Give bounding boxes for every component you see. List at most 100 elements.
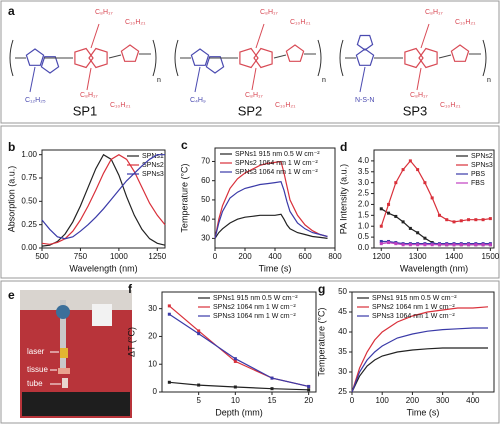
legend-label: SPNs2 1064 nm 1 W cm⁻²: [213, 304, 296, 311]
bracket: [174, 39, 179, 77]
legend-label: SPNs2: [471, 153, 493, 160]
marker: [467, 243, 471, 247]
x-tick-label: 750: [74, 252, 88, 261]
legend-label: SPNs1 915 nm 0.5 W cm⁻²: [213, 295, 298, 302]
x-tick-label: 20: [304, 396, 313, 405]
marker: [167, 304, 171, 308]
chain: [90, 23, 100, 49]
panel-frame: [0, 125, 500, 279]
marker: [167, 380, 171, 384]
y-tick-label: 1.00: [21, 150, 37, 159]
x-tick-label: 1200: [372, 252, 390, 261]
y-tick-label: 1.0: [358, 221, 370, 230]
marker: [437, 213, 441, 217]
substituent: C₁₀H₂₁: [290, 19, 311, 26]
chain: [255, 23, 265, 49]
legend-label: FBS: [471, 180, 485, 187]
plot-frame: [41, 149, 166, 249]
substituent: C₁₀H₂₁: [455, 19, 476, 26]
legend-label: SPNs2 1064 nm 1 W cm⁻²: [235, 160, 318, 167]
y-tick-label: 4.0: [358, 156, 370, 165]
photo-top: [20, 290, 132, 310]
marker: [307, 384, 311, 388]
y-axis-label: Absorption (a.u.): [6, 166, 16, 233]
marker: [394, 181, 398, 185]
legend-label: SPNs2: [142, 162, 164, 169]
y-tick-label: 60: [201, 176, 210, 185]
marker: [394, 242, 398, 246]
bond: [438, 54, 452, 59]
y-tick-label: 0.00: [21, 243, 37, 252]
marker: [430, 196, 434, 200]
y-tick-label: 0.25: [21, 220, 37, 229]
x-tick-label: 1000: [110, 252, 128, 261]
y-tick-label: 0.75: [21, 173, 37, 182]
y-tick-label: 50: [338, 287, 347, 296]
repeat-label: n: [322, 77, 326, 84]
y-tick-label: 40: [338, 327, 347, 336]
series-line: [380, 208, 491, 246]
substituent: C₈H₁₇: [410, 92, 428, 99]
marker: [307, 388, 311, 392]
marker: [481, 243, 485, 247]
marker: [387, 241, 391, 245]
marker: [197, 329, 201, 333]
x-tick-label: 0: [350, 396, 355, 405]
y-axis-label: PA Intensity (a.u.): [338, 164, 348, 234]
y-tick-label: 3.5: [358, 167, 370, 176]
x-axis-label: Wavelength (nm): [400, 263, 468, 273]
ring: [74, 47, 94, 69]
photo-label: tissue: [27, 365, 48, 374]
repeat-label: n: [487, 77, 491, 84]
ring: [88, 47, 108, 69]
plot-frame: [351, 291, 495, 393]
series-line: [380, 159, 491, 227]
marker: [488, 243, 492, 247]
chain: [420, 23, 430, 49]
x-tick-label: 1250: [148, 252, 166, 261]
chain: [86, 67, 92, 91]
marker: [474, 218, 478, 222]
marker: [233, 357, 237, 361]
marker: [233, 359, 237, 363]
marker: [416, 231, 420, 235]
ring: [253, 47, 273, 69]
bond: [273, 54, 287, 59]
substituent: C₈H₁₇: [260, 9, 278, 16]
marker: [445, 218, 449, 222]
x-tick-label: 300: [436, 396, 450, 405]
panel-label: f: [128, 282, 133, 296]
y-tick-label: 2.5: [358, 189, 370, 198]
plot-frame: [161, 291, 317, 393]
y-tick-label: 30: [201, 233, 210, 242]
marker: [423, 236, 427, 240]
ring: [40, 56, 60, 74]
x-tick-label: 100: [376, 396, 390, 405]
marker: [270, 376, 274, 380]
marker: [379, 224, 383, 228]
marker: [387, 211, 391, 215]
legend-label: SPNs2 1064 nm 1 W cm⁻²: [372, 304, 455, 311]
bracket: [152, 39, 157, 77]
series-line: [214, 213, 328, 239]
panel-label: d: [340, 140, 347, 154]
marker: [459, 219, 463, 223]
substituent: N-S-N: [355, 97, 374, 104]
substituent: C₁₂H₂₅: [25, 97, 46, 104]
x-tick-label: 1300: [409, 252, 427, 261]
marker: [401, 168, 405, 172]
marker: [416, 243, 420, 247]
marker: [408, 226, 412, 230]
marker: [416, 168, 420, 172]
legend-label: SPNs3: [471, 162, 493, 169]
marker: [394, 214, 398, 218]
substituent: C₄H₉: [190, 97, 206, 104]
substituent: C₈H₁₇: [95, 9, 113, 16]
x-tick-label: 5: [196, 396, 201, 405]
ring: [190, 48, 210, 66]
panel-label: c: [181, 138, 188, 152]
chain: [416, 67, 422, 91]
marker: [401, 243, 405, 247]
series-line: [351, 327, 488, 393]
y-tick-label: 10: [148, 359, 157, 368]
